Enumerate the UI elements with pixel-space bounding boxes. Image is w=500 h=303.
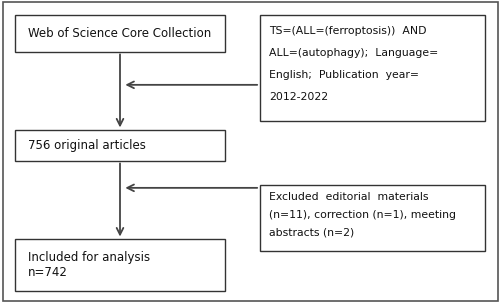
- Text: abstracts (n=2): abstracts (n=2): [269, 227, 354, 237]
- Text: 2012-2022: 2012-2022: [269, 92, 328, 102]
- Text: English;  Publication  year=: English; Publication year=: [269, 70, 419, 80]
- FancyBboxPatch shape: [15, 239, 225, 291]
- FancyBboxPatch shape: [260, 15, 485, 121]
- FancyBboxPatch shape: [15, 130, 225, 161]
- Text: Excluded  editorial  materials: Excluded editorial materials: [269, 192, 428, 202]
- Text: TS=(ALL=(ferroptosis))  AND: TS=(ALL=(ferroptosis)) AND: [269, 26, 426, 36]
- Text: (n=11), correction (n=1), meeting: (n=11), correction (n=1), meeting: [269, 210, 456, 220]
- Text: Web of Science Core Collection: Web of Science Core Collection: [28, 27, 211, 40]
- Text: Included for analysis
n=742: Included for analysis n=742: [28, 251, 150, 279]
- FancyBboxPatch shape: [15, 15, 225, 52]
- FancyBboxPatch shape: [260, 185, 485, 251]
- Text: ALL=(autophagy);  Language=: ALL=(autophagy); Language=: [269, 48, 438, 58]
- Text: 756 original articles: 756 original articles: [28, 139, 146, 152]
